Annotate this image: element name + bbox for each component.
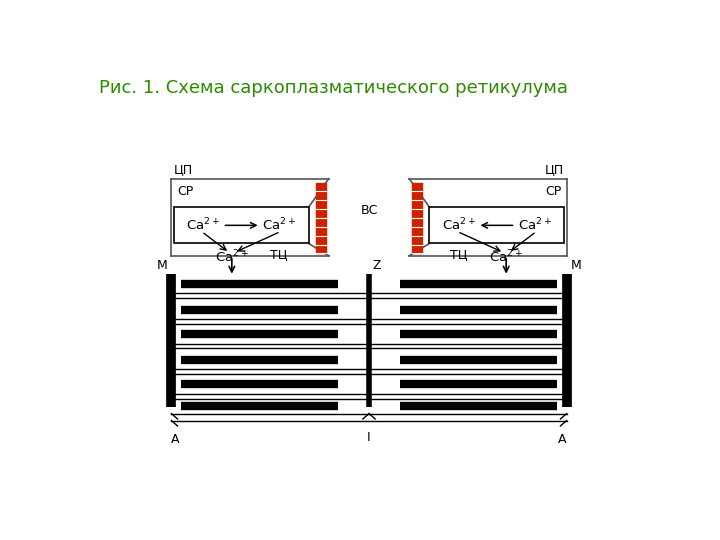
Text: А: А: [558, 433, 567, 446]
Text: Ca$^{2+}$: Ca$^{2+}$: [489, 249, 523, 266]
Text: А: А: [171, 433, 180, 446]
Text: Ca$^{2+}$: Ca$^{2+}$: [262, 217, 296, 234]
Text: М: М: [157, 259, 168, 272]
Text: ЦП: ЦП: [545, 164, 564, 177]
Text: ТЦ: ТЦ: [450, 248, 468, 261]
Text: Рис. 1. Схема саркоплазматического ретикулума: Рис. 1. Схема саркоплазматического ретик…: [99, 79, 568, 97]
Bar: [429, 207, 564, 244]
Bar: [174, 207, 309, 244]
Text: ТЦ: ТЦ: [270, 248, 288, 261]
Text: СР: СР: [545, 185, 561, 198]
Text: I: I: [367, 430, 371, 443]
Text: ВС: ВС: [360, 204, 378, 217]
Text: Ca$^{2+}$: Ca$^{2+}$: [186, 217, 220, 234]
Text: М: М: [570, 259, 581, 272]
Text: Ca$^{2+}$: Ca$^{2+}$: [215, 249, 249, 266]
Text: СР: СР: [177, 185, 193, 198]
Text: Ca$^{2+}$: Ca$^{2+}$: [518, 217, 552, 234]
Text: Z: Z: [373, 259, 382, 272]
Text: Ca$^{2+}$: Ca$^{2+}$: [442, 217, 476, 234]
Text: ЦП: ЦП: [174, 164, 193, 177]
